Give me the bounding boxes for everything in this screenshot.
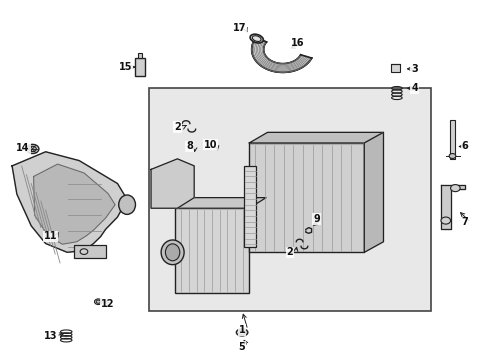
Ellipse shape xyxy=(249,34,263,43)
Text: 3: 3 xyxy=(410,64,417,74)
Text: 17: 17 xyxy=(232,23,246,33)
Ellipse shape xyxy=(165,244,180,261)
Circle shape xyxy=(448,154,455,158)
Bar xyxy=(448,120,454,159)
Ellipse shape xyxy=(29,146,36,152)
Ellipse shape xyxy=(94,299,102,305)
Polygon shape xyxy=(34,164,115,244)
Bar xyxy=(148,88,430,311)
Text: 8: 8 xyxy=(185,141,192,152)
Bar xyxy=(244,166,256,247)
Bar xyxy=(249,143,364,252)
Text: 11: 11 xyxy=(43,231,57,242)
Ellipse shape xyxy=(252,36,261,41)
Ellipse shape xyxy=(96,300,101,303)
Ellipse shape xyxy=(119,195,135,215)
Polygon shape xyxy=(440,185,464,229)
Text: 15: 15 xyxy=(119,62,132,72)
Ellipse shape xyxy=(238,330,245,334)
Bar xyxy=(137,53,142,58)
Circle shape xyxy=(449,185,459,192)
Ellipse shape xyxy=(161,240,184,265)
Polygon shape xyxy=(249,132,383,143)
Bar xyxy=(135,58,144,76)
Text: 10: 10 xyxy=(204,140,217,150)
Polygon shape xyxy=(251,37,311,72)
Text: 2: 2 xyxy=(286,247,293,257)
Text: 6: 6 xyxy=(461,141,468,152)
Bar xyxy=(390,64,399,72)
Bar xyxy=(175,208,249,293)
Text: 16: 16 xyxy=(290,38,304,48)
Ellipse shape xyxy=(236,329,247,336)
Polygon shape xyxy=(151,159,194,208)
Polygon shape xyxy=(175,198,265,208)
Ellipse shape xyxy=(26,144,39,154)
Text: 2: 2 xyxy=(174,122,181,132)
Text: 9: 9 xyxy=(312,214,319,224)
Text: 12: 12 xyxy=(101,299,115,309)
Polygon shape xyxy=(12,152,127,252)
Text: 14: 14 xyxy=(16,143,30,153)
Text: 5: 5 xyxy=(238,342,245,351)
Bar xyxy=(74,245,105,258)
Text: 13: 13 xyxy=(43,331,57,341)
Polygon shape xyxy=(364,132,383,252)
Text: 7: 7 xyxy=(461,217,468,227)
Circle shape xyxy=(440,217,449,224)
Text: 4: 4 xyxy=(410,83,417,93)
Circle shape xyxy=(80,249,88,255)
Text: 1: 1 xyxy=(238,325,245,335)
